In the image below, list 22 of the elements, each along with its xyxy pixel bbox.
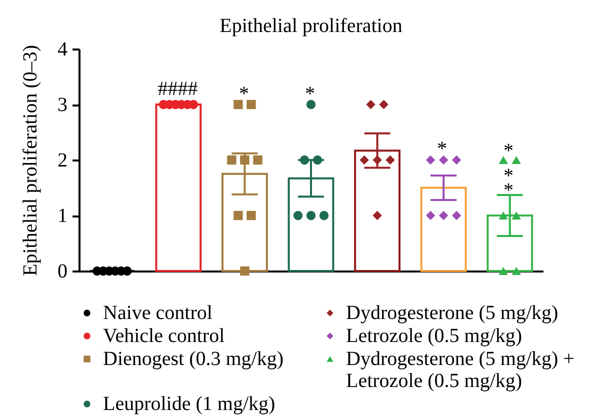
annotation: * [504, 140, 514, 162]
y-tick-label: 2 [58, 150, 68, 172]
annotation: * [239, 83, 249, 105]
legend-label: Dydrogesterone (5 mg/kg) [346, 302, 558, 324]
legend-label: Vehicle control [103, 325, 226, 347]
legend-label: Dienogest (0.3 mg/kg) [103, 348, 284, 370]
y-axis-title: Epithelial proliferation (0–3) [20, 44, 42, 276]
bar [420, 186, 467, 272]
annotation: * [437, 138, 447, 160]
annotation: * [305, 83, 315, 105]
legend-label: Letrozole (0.5 mg/kg) [346, 325, 522, 347]
y-tick-label: 1 [58, 205, 68, 227]
chart-title: Epithelial proliferation [220, 15, 402, 37]
bar [155, 104, 202, 272]
legend-label: Leuprolide (1 mg/kg) [103, 393, 276, 415]
bar [486, 214, 534, 272]
annotation: #### [158, 78, 198, 100]
legend-label: Dydrogesterone (5 mg/kg) + Letrozole (0.5 mg/kg) [346, 348, 574, 392]
y-tick-label: 4 [58, 38, 68, 60]
legend-label: Naive control [103, 302, 213, 324]
y-tick-label: 0 [58, 260, 68, 282]
y-tick-label: 3 [58, 94, 68, 116]
